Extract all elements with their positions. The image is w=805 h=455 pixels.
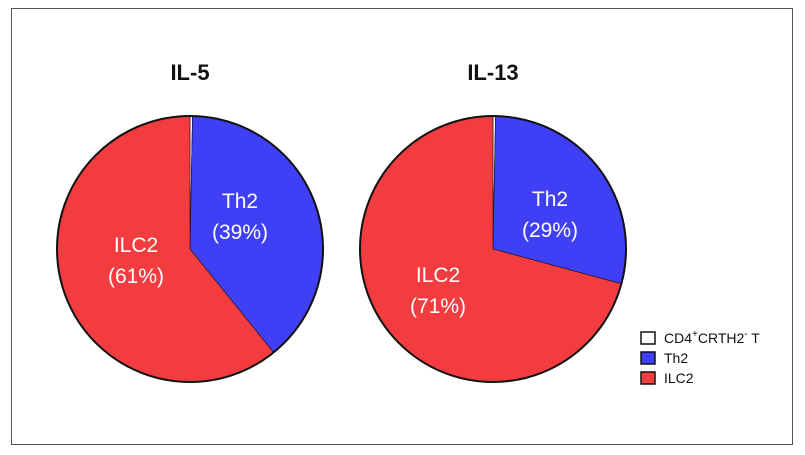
pie-layer: Th2 (39%) ILC2 (61%) Th2 (29%) ILC2 (71%) [56,115,627,383]
pie-0-label-th2: Th2 (39%) [212,190,268,244]
legend-swatch-th2 [640,351,656,365]
pie-0-outline [56,115,324,383]
legend-label-th2: Th2 [664,350,688,366]
pie-1-outline [359,115,627,383]
pie-1-label-th2: Th2 (29%) [522,188,578,242]
legend-swatch-ilc2 [640,371,656,385]
pie-1-label-ilc2: ILC2 (71%) [410,264,466,318]
chart-title-il13: IL-13 [467,60,518,85]
legend-label-cd4: CD4+CRTH2- T [664,329,760,346]
legend-swatch-cd4 [640,331,656,345]
legend-label-ilc2: ILC2 [664,370,694,386]
legend: CD4+CRTH2- T Th2 ILC2 [640,329,760,386]
chart-title-il5: IL-5 [170,60,209,85]
pie-0-label-ilc2: ILC2 (61%) [108,234,164,288]
